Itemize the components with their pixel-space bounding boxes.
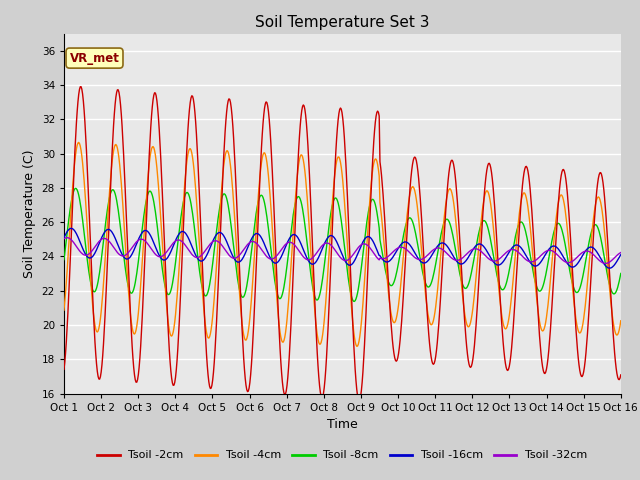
Y-axis label: Soil Temperature (C): Soil Temperature (C) (23, 149, 36, 278)
X-axis label: Time: Time (327, 418, 358, 431)
Text: VR_met: VR_met (70, 51, 120, 65)
Legend: Tsoil -2cm, Tsoil -4cm, Tsoil -8cm, Tsoil -16cm, Tsoil -32cm: Tsoil -2cm, Tsoil -4cm, Tsoil -8cm, Tsoi… (93, 446, 592, 465)
Title: Soil Temperature Set 3: Soil Temperature Set 3 (255, 15, 429, 30)
